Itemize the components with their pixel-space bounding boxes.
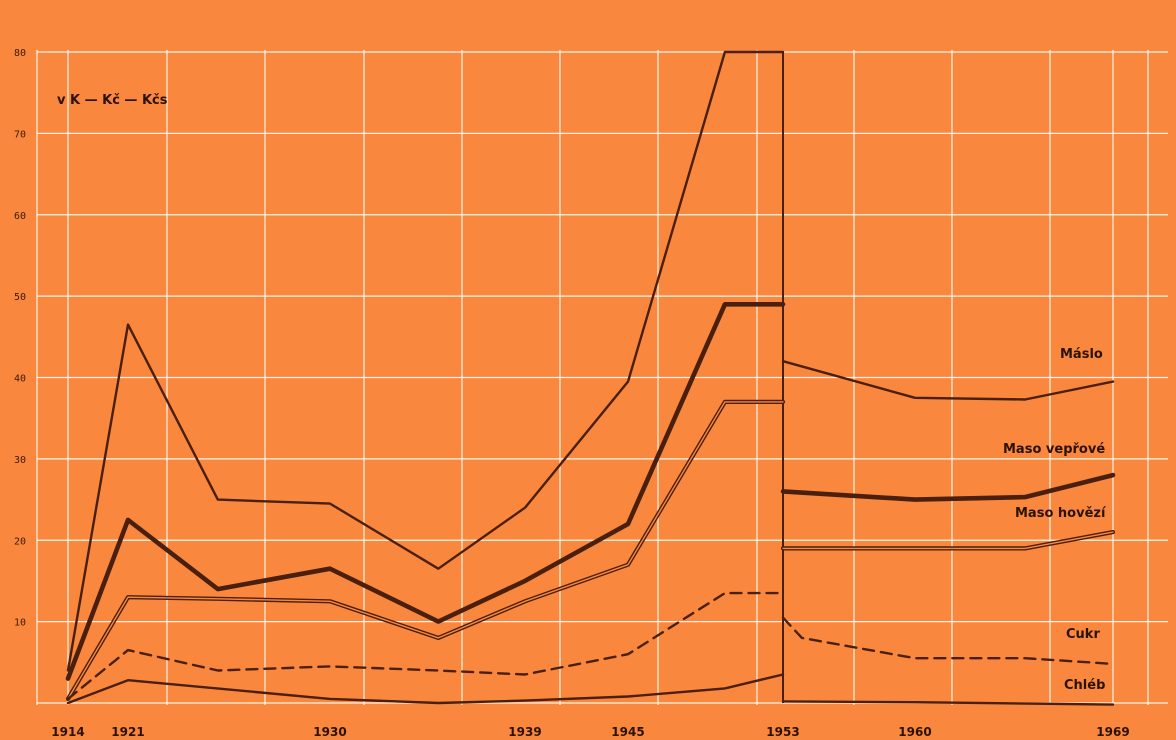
x-tick-label: 1960 xyxy=(898,725,931,739)
unit-label: v K — Kč — Kčs xyxy=(57,93,168,108)
series-label: Cukr xyxy=(1066,627,1100,642)
y-tick-label: 50 xyxy=(14,292,26,303)
x-tick-label: 1930 xyxy=(313,725,346,739)
series-line xyxy=(66,673,785,705)
series-line xyxy=(781,360,1115,401)
x-tick-label: 1939 xyxy=(508,725,541,739)
series-label: Chléb xyxy=(1064,678,1105,693)
y-tick-label: 20 xyxy=(14,536,26,547)
y-tick-label: 60 xyxy=(14,211,26,222)
series-lines xyxy=(65,50,1116,706)
series-line xyxy=(782,531,1114,550)
x-tick-label: 1953 xyxy=(766,725,799,739)
series-maso-vep-ov- xyxy=(65,302,1116,681)
series-label: Maso hovězí xyxy=(1015,506,1107,521)
y-tick-label: 40 xyxy=(14,374,26,385)
axes xyxy=(782,50,1114,705)
series-maso-hov-z- xyxy=(65,399,1116,701)
x-tick-label: 1969 xyxy=(1096,725,1129,739)
y-tick-label: 70 xyxy=(14,129,26,140)
series-line xyxy=(780,472,1116,502)
series-label: Máslo xyxy=(1060,347,1103,362)
y-tick-label: 10 xyxy=(14,618,26,629)
x-tick-label: 1945 xyxy=(611,725,644,739)
series-cukr xyxy=(66,591,1115,701)
series-m-slo xyxy=(66,50,1115,672)
x-tick-label: 1921 xyxy=(111,725,144,739)
grid xyxy=(36,50,1168,705)
labels: v K — Kč — Kčs 10 20 30 40 50 60 70 80 1914 1921 1… xyxy=(14,48,1130,739)
x-tick-label: 1914 xyxy=(51,725,84,739)
series-line xyxy=(781,616,1115,666)
series-label: Maso vepřové xyxy=(1003,442,1105,457)
y-tick-label: 30 xyxy=(14,455,26,466)
series-chl-b xyxy=(66,673,1115,706)
y-tick-label: 80 xyxy=(14,48,26,59)
